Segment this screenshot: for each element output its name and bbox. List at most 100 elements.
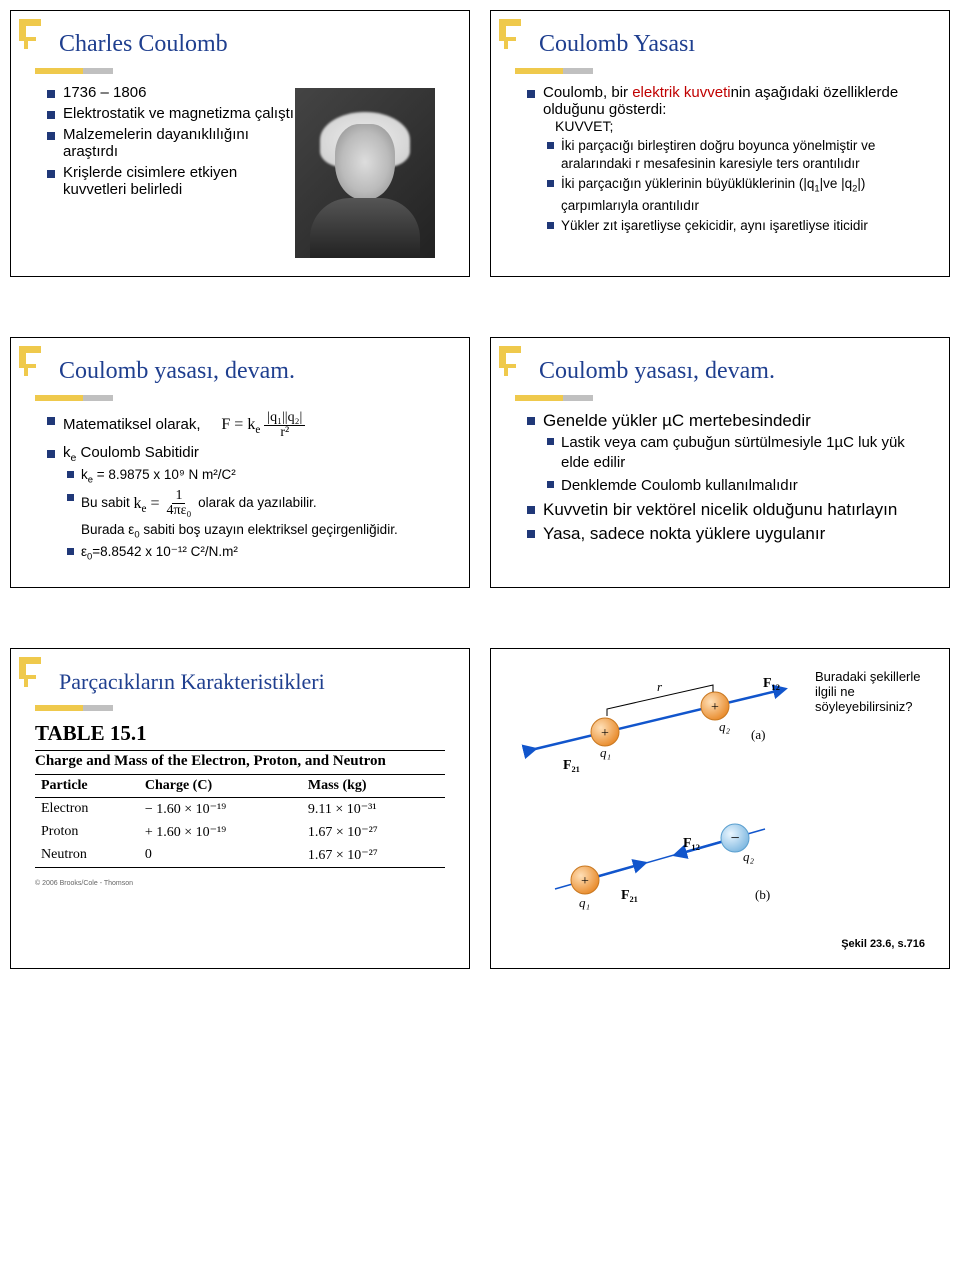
table-caption: Charge and Mass of the Electron, Proton,… xyxy=(35,753,445,770)
diagram-note: Buradaki şekillerle ilgili ne söyleyebil… xyxy=(815,669,925,714)
math-sublist: ke = 8.9875 x 10⁹ N m²/C² Bu sabit ke = … xyxy=(63,466,445,518)
svg-text:F₁₂: F₁₂ xyxy=(763,676,780,691)
svg-text:q₂: q₂ xyxy=(719,719,731,734)
text: Coulomb Sabitidir xyxy=(76,444,199,461)
cont-sub: Denklemde Coulomb kullanılmalıdır xyxy=(547,476,925,496)
text: 1 xyxy=(172,489,185,504)
table-cell: 1.67 × 10⁻²⁷ xyxy=(302,844,445,868)
svg-text:+: + xyxy=(601,726,609,741)
law-list: Coulomb, bir elektrik kuvvetinin aşağıda… xyxy=(515,84,925,235)
bio-item: Krişlerde cisimlere etkiyen kuvvetleri b… xyxy=(47,164,295,198)
table-label: TABLE 15.1 xyxy=(35,721,445,746)
svg-text:F₁₂: F₁₂ xyxy=(683,836,700,851)
table-cell: 1.67 × 10⁻²⁷ xyxy=(302,821,445,844)
text: Burada ε xyxy=(81,522,134,537)
math-sublist: ε0=8.8542 x 10⁻¹² C²/N.m² xyxy=(63,543,445,564)
table-cell: 9.11 × 10⁻³¹ xyxy=(302,797,445,821)
law-lead: Coulomb, bir elektrik kuvvetinin aşağıda… xyxy=(527,84,925,235)
cont-item: Kuvvetin bir vektörel nicelik olduğunu h… xyxy=(527,500,925,520)
slide-title: Coulomb Yasası xyxy=(539,31,925,58)
text: F = k xyxy=(221,416,255,433)
math-item: ke Coulomb Sabitidir ke = 8.9875 x 10⁹ N… xyxy=(47,444,445,565)
title-underline xyxy=(515,68,925,74)
text: r² xyxy=(277,426,292,440)
text: Matematiksel olarak, xyxy=(63,416,201,433)
table-col-header: Mass (kg) xyxy=(302,774,445,797)
kuvvet-label: KUVVET; xyxy=(543,118,925,134)
law-sub: İki parçacığın yüklerinin büyüklüklerini… xyxy=(547,175,925,215)
credit-text: © 2006 Brooks/Cole - Thomson xyxy=(35,880,445,887)
svg-text:F₂₁: F₂₁ xyxy=(563,758,580,773)
table-cell: + 1.60 × 10⁻¹⁹ xyxy=(139,821,302,844)
math-list: Matematiksel olarak, F = ke |q₁||q₂|r² k… xyxy=(35,411,445,565)
svg-text:r: r xyxy=(657,679,663,694)
force-diagram-svg: + q₁ + q₂ r F₂₁ F₁₂ (a) xyxy=(515,669,805,929)
text: KUVVET; xyxy=(555,118,925,134)
table-col-header: Particle xyxy=(35,774,139,797)
text: Coulomb, bir xyxy=(543,84,632,101)
text: sabiti boş uzayın elektriksel geçirgenli… xyxy=(140,522,398,537)
table-col-header: Charge (C) xyxy=(139,774,302,797)
particle-table: Particle Charge (C) Mass (kg) Electron −… xyxy=(35,774,445,868)
table-cell: Proton xyxy=(35,821,139,844)
table-cell: Neutron xyxy=(35,844,139,868)
text: İki parçacığın yüklerinin büyüklüklerini… xyxy=(561,176,814,191)
text: Bu sabit xyxy=(81,496,134,511)
slide-force-diagram: + q₁ + q₂ r F₂₁ F₁₂ (a) xyxy=(490,648,950,969)
bio-years: 1736 – 1806 xyxy=(47,84,295,101)
cont-item: Genelde yükler µC mertebesindedir Lastik… xyxy=(527,411,925,496)
text: = 8.9875 x 10⁹ N m²/C² xyxy=(93,467,236,482)
red-text: elektrik kuvveti xyxy=(632,84,730,101)
table-cell: Electron xyxy=(35,797,139,821)
cont-item: Yasa, sadece nokta yüklere uygulanır xyxy=(527,524,925,544)
slide-coulomb-math: Coulomb yasası, devam. Matematiksel olar… xyxy=(10,337,470,588)
svg-text:+: + xyxy=(711,700,719,715)
slide-coulomb-cont2: Coulomb yasası, devam. Genelde yükler µC… xyxy=(490,337,950,588)
law-sublist: İki parçacığı birleştiren doğru boyunca … xyxy=(543,137,925,235)
svg-text:F₂₁: F₂₁ xyxy=(621,888,638,903)
slide-coulomb-bio: Charles Coulomb 1736 – 1806 Elektrostati… xyxy=(10,10,470,277)
math-sub: ε0=8.8542 x 10⁻¹² C²/N.m² xyxy=(67,543,445,564)
table-cell: − 1.60 × 10⁻¹⁹ xyxy=(139,797,302,821)
math-sub: Bu sabit ke = 14πε₀ olarak da yazılabili… xyxy=(67,489,445,518)
table-cell: 0 xyxy=(139,844,302,868)
slide-title: Charles Coulomb xyxy=(59,31,445,58)
title-underline xyxy=(35,395,445,401)
cont-sublist: Lastik veya cam çubuğun sürtülmesiyle 1µ… xyxy=(543,433,925,496)
slide-title: Coulomb yasası, devam. xyxy=(539,358,925,385)
text: k xyxy=(81,467,88,482)
title-underline xyxy=(35,68,445,74)
text: k xyxy=(63,444,71,461)
ke-formula: ke = 14πε₀ xyxy=(134,495,195,512)
text: |q₁||q₂| xyxy=(264,411,305,426)
title-decor-icon xyxy=(19,346,47,374)
coulomb-portrait xyxy=(295,88,435,258)
title-underline xyxy=(515,395,925,401)
coulomb-formula: F = ke |q₁||q₂|r² xyxy=(221,416,305,433)
slide-title: Coulomb yasası, devam. xyxy=(59,358,445,385)
text: 4πε₀ xyxy=(164,504,195,518)
table-row: Proton + 1.60 × 10⁻¹⁹ 1.67 × 10⁻²⁷ xyxy=(35,821,445,844)
table-row: Neutron 0 1.67 × 10⁻²⁷ xyxy=(35,844,445,868)
epsilon-note: Burada ε0 sabiti boş uzayın elektriksel … xyxy=(63,522,445,541)
svg-text:−: − xyxy=(730,830,739,847)
bio-item: Elektrostatik ve magnetizma çalıştı xyxy=(47,105,295,122)
svg-text:q₁: q₁ xyxy=(579,895,590,910)
particle-table-wrap: TABLE 15.1 Charge and Mass of the Electr… xyxy=(35,721,445,868)
text: e xyxy=(255,424,260,436)
bio-list: 1736 – 1806 Elektrostatik ve magnetizma … xyxy=(35,84,295,198)
title-decor-icon xyxy=(499,346,527,374)
figure-caption: Şekil 23.6, s.716 xyxy=(515,938,925,950)
slide-coulomb-law: Coulomb Yasası Coulomb, bir elektrik kuv… xyxy=(490,10,950,277)
cont-sub: Lastik veya cam çubuğun sürtülmesiyle 1µ… xyxy=(547,433,925,474)
title-decor-icon xyxy=(19,19,47,47)
cont-list: Genelde yükler µC mertebesindedir Lastik… xyxy=(515,411,925,544)
text: olarak da yazılabilir. xyxy=(198,496,317,511)
math-item: Matematiksel olarak, F = ke |q₁||q₂|r² xyxy=(47,411,445,440)
title-decor-icon xyxy=(499,19,527,47)
slide-particle-table: Parçacıkların Karakteristikleri TABLE 15… xyxy=(10,648,470,969)
law-sub: İki parçacığı birleştiren doğru boyunca … xyxy=(547,137,925,173)
svg-text:q₂: q₂ xyxy=(743,849,755,864)
table-row: Electron − 1.60 × 10⁻¹⁹ 9.11 × 10⁻³¹ xyxy=(35,797,445,821)
slide-title: Parçacıkların Karakteristikleri xyxy=(59,669,445,695)
